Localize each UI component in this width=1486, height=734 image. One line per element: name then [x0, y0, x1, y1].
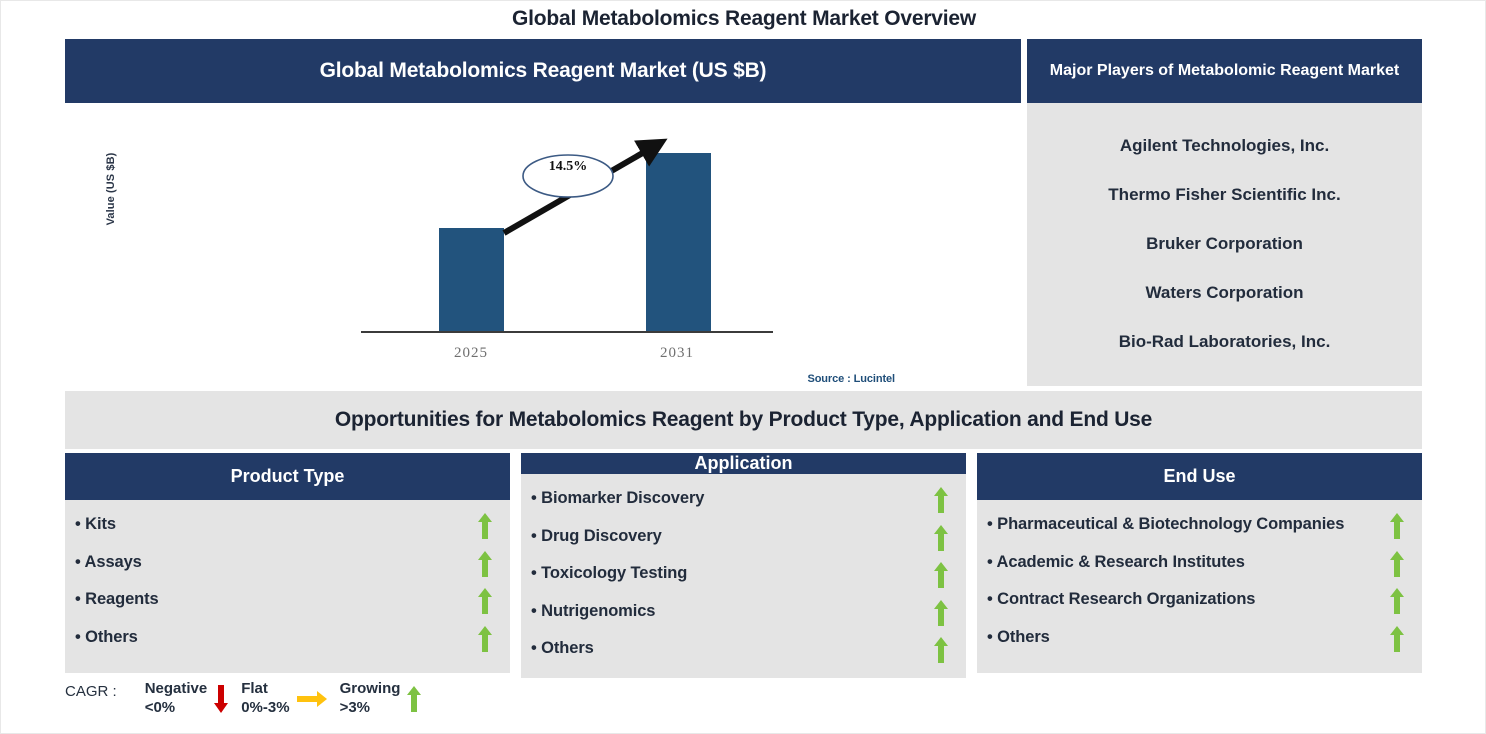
list-item: Waters Corporation [1145, 282, 1304, 302]
list-item-label: • Drug Discovery [531, 526, 662, 545]
page-title: Global Metabolomics Reagent Market Overv… [511, 7, 977, 30]
cagr-legend-growing-texts: Growing >3% [340, 679, 401, 717]
cagr-legend-growing-range: >3% [339, 699, 371, 717]
column-end-use: End Use • Pharmaceutical & Biotechnology… [977, 453, 1422, 673]
column-body-application: • Biomarker Discovery • Drug Discovery •… [521, 474, 966, 678]
arrow-up-green-icon [930, 632, 952, 663]
cagr-legend-negative-texts: Negative <0% [145, 679, 208, 717]
chart-x-axis-line [361, 331, 773, 333]
cagr-legend-label: CAGR : [65, 683, 117, 700]
cagr-legend-negative-range: <0% [144, 699, 176, 717]
list-item-label: • Contract Research Organizations [987, 590, 1256, 608]
list-item-label: • Others [531, 639, 594, 657]
arrow-up-green-icon [400, 679, 428, 719]
chart-bar-2031 [646, 153, 711, 331]
opportunities-columns: Product Type • Kits • Assays • Reagents [65, 453, 1422, 678]
arrow-up-green-icon [930, 520, 952, 551]
list-item: • Kits [75, 508, 496, 541]
chart-panel-header: Global Metabolomics Reagent Market (US $… [65, 39, 1021, 103]
chart-source-label: Source : Lucintel [807, 373, 895, 385]
arrow-up-green-icon [930, 595, 952, 626]
list-item-label: • Pharmaceutical & Biotechnology Compani… [987, 515, 1345, 533]
cagr-legend-flat-name: Flat [241, 680, 268, 697]
cagr-legend: CAGR : Negative <0% Flat 0%-3% Growing >… [65, 679, 685, 729]
list-item: • Contract Research Organizations [987, 583, 1408, 616]
chart-x-tick-2025: 2025 [454, 345, 488, 361]
chart-plot-area: Value (US $B) 14.5% 2025 2031 [65, 103, 1021, 386]
column-product-type: Product Type • Kits • Assays • Reagents [65, 453, 510, 673]
list-item: Bio-Rad Laboratories, Inc. [1118, 331, 1331, 351]
arrow-up-green-icon [1386, 508, 1408, 539]
arrow-up-green-icon [474, 508, 496, 539]
cagr-legend-item-flat: Flat 0%-3% [241, 679, 333, 719]
column-header-application: Application [521, 453, 966, 474]
list-item: • Pharmaceutical & Biotechnology Compani… [987, 508, 1408, 541]
cagr-arrow-icon [502, 138, 668, 236]
list-item: • Reagents [75, 583, 496, 616]
cagr-legend-flat-range: 0%-3% [241, 699, 290, 717]
cagr-legend-item-growing: Growing >3% [340, 679, 429, 719]
list-item: • Nutrigenomics [531, 595, 952, 628]
column-body-end-use: • Pharmaceutical & Biotechnology Compani… [977, 500, 1422, 673]
list-item: • Biomarker Discovery [531, 482, 952, 515]
column-header-end-use: End Use [977, 453, 1422, 500]
arrow-up-green-icon [930, 482, 952, 513]
list-item-label: • Others [75, 627, 138, 646]
list-item-label: • Biomarker Discovery [531, 489, 705, 507]
chart-bar-2025 [439, 228, 504, 331]
list-item: • Others [531, 632, 952, 665]
column-header-product-type: Product Type [65, 453, 510, 500]
chart-y-axis-label: Value (US $B) [105, 152, 117, 226]
cagr-legend-growing-name: Growing [339, 680, 401, 697]
major-players-panel: Major Players of Metabolomic Reagent Mar… [1027, 39, 1422, 386]
list-item-label: • Reagents [75, 590, 159, 608]
list-item: • Others [75, 621, 496, 654]
chart-x-tick-2031: 2031 [660, 345, 694, 361]
list-item-label: • Toxicology Testing [531, 564, 688, 582]
major-players-list: Agilent Technologies, Inc. Thermo Fisher… [1027, 103, 1422, 366]
chart-panel: Global Metabolomics Reagent Market (US $… [65, 39, 1021, 386]
chart-bars-container: 14.5% 2025 2031 [361, 123, 781, 361]
list-item: • Assays [75, 546, 496, 579]
arrow-down-red-icon [207, 679, 235, 719]
cagr-legend-item-negative: Negative <0% [145, 679, 236, 719]
cagr-value-label: 14.5% [548, 159, 588, 174]
arrow-up-green-icon [1386, 546, 1408, 577]
opportunities-title-bar: Opportunities for Metabolomics Reagent b… [65, 391, 1422, 449]
list-item: • Toxicology Testing [531, 557, 952, 590]
list-item-label: • Assays [75, 552, 142, 571]
column-body-product-type: • Kits • Assays • Reagents [65, 500, 510, 673]
arrow-up-green-icon [474, 583, 496, 614]
list-item-label: • Academic & Research Institutes [987, 552, 1245, 571]
arrow-right-yellow-icon [290, 679, 334, 719]
list-item-label: • Kits [75, 515, 116, 533]
arrow-up-green-icon [1386, 583, 1408, 614]
arrow-up-green-icon [930, 557, 952, 588]
cagr-legend-negative-name: Negative [144, 680, 208, 697]
column-application: Application • Biomarker Discovery • Drug… [521, 453, 966, 678]
cagr-legend-flat-texts: Flat 0%-3% [241, 679, 289, 717]
list-item: • Others [987, 621, 1408, 654]
list-item: Bruker Corporation [1146, 233, 1303, 253]
arrow-up-green-icon [474, 546, 496, 577]
list-item: • Academic & Research Institutes [987, 546, 1408, 579]
list-item: Thermo Fisher Scientific Inc. [1108, 184, 1341, 204]
list-item: • Drug Discovery [531, 520, 952, 553]
list-item-label: • Nutrigenomics [531, 601, 656, 620]
arrow-up-green-icon [474, 621, 496, 652]
list-item: Agilent Technologies, Inc. [1119, 135, 1330, 155]
list-item-label: • Others [987, 627, 1050, 646]
arrow-up-green-icon [1386, 621, 1408, 652]
major-players-header: Major Players of Metabolomic Reagent Mar… [1027, 39, 1422, 103]
